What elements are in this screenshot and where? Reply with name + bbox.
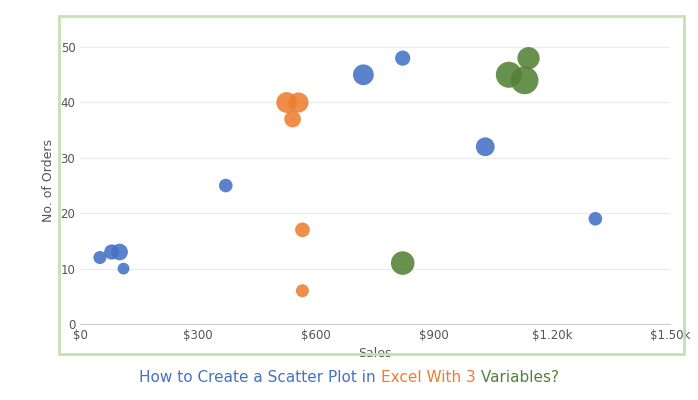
Point (297, 227, 308, 233)
Point (287, 116, 298, 122)
Text: Excel With 3: Excel With 3 (381, 370, 475, 385)
Point (220, 182, 231, 189)
Text: How to Create a Scatter Plot in: How to Create a Scatter Plot in (140, 370, 381, 385)
Point (523, 55, 534, 61)
Point (94, 254, 105, 261)
Point (106, 249, 117, 255)
Point (358, 72, 369, 78)
Point (293, 99, 304, 106)
Point (519, 77, 530, 84)
Point (397, 260, 408, 266)
Point (590, 216, 601, 222)
Y-axis label: No. of Orders: No. of Orders (42, 138, 55, 222)
Point (480, 144, 491, 150)
Text: Variables?: Variables? (475, 370, 558, 385)
Point (397, 55, 408, 61)
Point (118, 266, 129, 272)
X-axis label: Sales: Sales (359, 348, 392, 360)
Point (114, 249, 125, 255)
Point (281, 99, 292, 106)
Point (503, 72, 514, 78)
Point (297, 288, 308, 294)
